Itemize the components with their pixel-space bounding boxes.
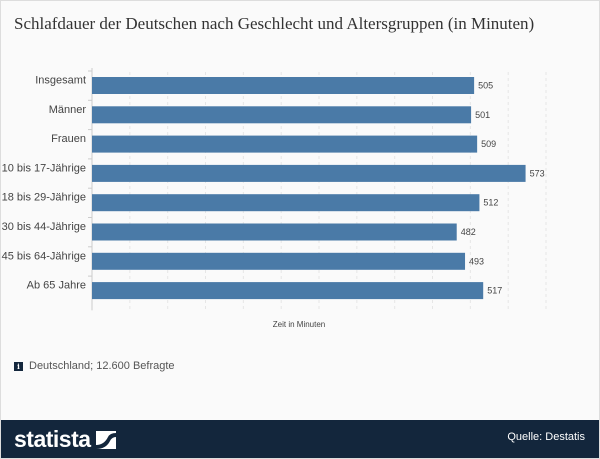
category-label: Ab 65 Jahre bbox=[27, 280, 86, 292]
bar bbox=[92, 135, 478, 153]
data-label: 509 bbox=[481, 139, 496, 149]
data-label: 505 bbox=[478, 81, 493, 91]
category-label: 45 bis 64-Jährige bbox=[2, 250, 86, 262]
category-label: Männer bbox=[49, 104, 87, 116]
data-label: 482 bbox=[461, 227, 476, 237]
statista-logo[interactable]: statista bbox=[14, 426, 116, 453]
footnote: i Deutschland; 12.600 Befragte bbox=[14, 360, 175, 372]
info-icon[interactable]: i bbox=[14, 361, 23, 371]
footnote-text: Deutschland; 12.600 Befragte bbox=[29, 360, 175, 372]
source-label: Quelle: Destatis bbox=[507, 431, 585, 443]
statista-logo-icon bbox=[95, 430, 116, 449]
data-label: 512 bbox=[483, 198, 498, 208]
bar bbox=[92, 164, 526, 182]
bar-chart: Insgesamt 505 Männer 501 Frauen 509 10 bis 17-… bbox=[2, 68, 547, 329]
data-label: 573 bbox=[530, 168, 545, 178]
category-label: Frauen bbox=[51, 133, 86, 145]
bar bbox=[92, 77, 475, 94]
bar bbox=[92, 106, 472, 124]
category-label: Insgesamt bbox=[35, 75, 86, 87]
data-label: 501 bbox=[475, 110, 490, 120]
footer: statista Quelle: Destatis bbox=[1, 420, 599, 458]
data-label: 493 bbox=[469, 256, 484, 266]
bar bbox=[92, 223, 457, 241]
category-label: 18 bis 29-Jährige bbox=[2, 192, 86, 204]
bar bbox=[92, 282, 484, 300]
bar bbox=[92, 252, 466, 270]
x-axis-label: Zeit in Minuten bbox=[273, 320, 325, 329]
chart-title: Schlafdauer der Deutschen nach Geschlech… bbox=[14, 14, 535, 33]
category-label: 10 bis 17-Jährige bbox=[2, 162, 86, 174]
bar bbox=[92, 194, 480, 212]
logo-text: statista bbox=[14, 426, 91, 452]
category-label: 30 bis 44-Jährige bbox=[2, 221, 86, 233]
data-label: 517 bbox=[487, 286, 502, 296]
